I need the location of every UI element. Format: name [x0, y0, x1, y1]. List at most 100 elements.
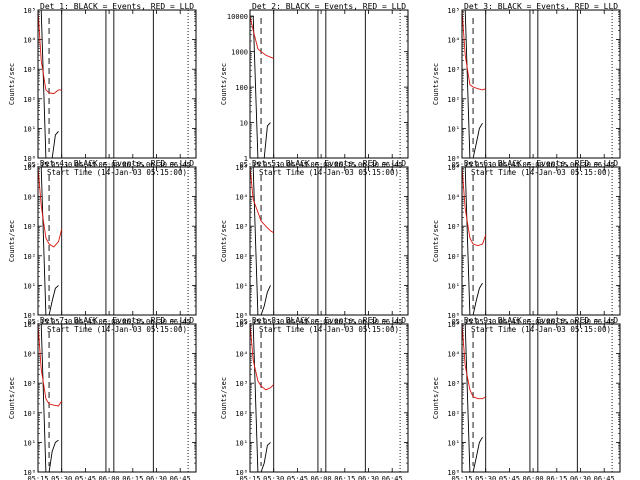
x-tick-label: 06:30	[146, 475, 167, 480]
plot-frame	[461, 166, 621, 316]
y-tick-label: 10⁰	[235, 312, 248, 320]
x-tick-label: 05:45	[75, 318, 96, 326]
y-axis-label: Counts/sec	[8, 377, 16, 419]
y-axis-label: Counts/sec	[8, 63, 16, 105]
y-axis-label: Counts/sec	[220, 220, 228, 262]
lld-series-line	[37, 9, 62, 95]
x-tick-label: 05:45	[75, 475, 96, 480]
y-tick-label: 10²	[447, 96, 460, 104]
plot-frame	[37, 166, 197, 316]
y-tick-label: 10²	[447, 253, 460, 261]
lld-series-line	[249, 323, 275, 391]
x-tick-label: 06:30	[358, 318, 379, 326]
x-tick-label: 06:45	[594, 161, 615, 169]
x-tick-label: 05:30	[263, 475, 284, 480]
y-tick-label: 1000	[231, 49, 248, 57]
y-axis-label: Counts/sec	[432, 377, 440, 419]
x-tick-label: 06:00	[99, 318, 120, 326]
x-tick-label: 05:15	[27, 161, 48, 169]
chart-panel: Det 7: BLACK = Events, RED = LLD Counts/s…	[8, 316, 197, 480]
y-tick-label: 10⁵	[235, 164, 248, 172]
x-tick-label: 06:00	[523, 161, 544, 169]
y-tick-label: 10⁵	[23, 321, 36, 329]
x-axis-label: Start Time (14-Jan-03 05:15:00)	[259, 325, 399, 334]
x-tick-label: 06:00	[523, 318, 544, 326]
y-tick-label: 10³	[235, 380, 248, 388]
events-series-line	[250, 323, 271, 473]
x-tick-label: 05:30	[263, 161, 284, 169]
x-tick-label: 05:45	[499, 318, 520, 326]
y-tick-label: 10⁰	[447, 312, 460, 320]
chart-title: Det 1: BLACK = Events, RED = LLD	[40, 2, 194, 11]
events-series-line	[462, 166, 483, 316]
plot-frame	[37, 323, 197, 473]
y-tick-label: 10⁵	[447, 164, 460, 172]
plot-frame	[37, 9, 197, 159]
x-tick-label: 06:45	[170, 161, 191, 169]
y-tick-label: 10⁴	[447, 194, 460, 202]
x-tick-label: 06:15	[546, 475, 567, 480]
chart-panel: Det 1: BLACK = Events, RED = LLD Counts/s…	[8, 2, 197, 177]
y-tick-label: 10¹	[447, 282, 460, 290]
y-axis-label: Counts/sec	[432, 220, 440, 262]
x-tick-label: 06:15	[334, 161, 355, 169]
x-tick-label: 06:30	[570, 475, 591, 480]
y-tick-label: 10⁵	[23, 7, 36, 15]
y-tick-label: 10¹	[235, 282, 248, 290]
x-tick-label: 05:15	[451, 318, 472, 326]
chart-title: Det 6: BLACK = Events, RED = LLD	[464, 159, 618, 168]
chart-panel: Det 2: BLACK = Events, RED = LLD Counts/s…	[220, 2, 409, 177]
x-tick-label: 06:45	[170, 475, 191, 480]
lld-series-line	[37, 166, 63, 248]
x-tick-label: 06:15	[122, 318, 143, 326]
y-tick-label: 10⁴	[235, 194, 248, 202]
events-series-line	[462, 323, 483, 473]
x-tick-label: 05:15	[27, 475, 48, 480]
y-tick-label: 10¹	[23, 282, 36, 290]
plot-frame	[249, 9, 409, 159]
x-tick-label: 06:45	[382, 318, 403, 326]
chart-title: Det 2: BLACK = Events, RED = LLD	[252, 2, 406, 11]
x-tick-label: 05:30	[475, 318, 496, 326]
lld-series-line	[461, 9, 486, 91]
lld-series-line	[461, 323, 486, 400]
y-axis-label: Counts/sec	[220, 377, 228, 419]
chart-panel: Det 6: BLACK = Events, RED = LLD Counts/s…	[432, 159, 621, 334]
x-tick-label: 06:15	[122, 161, 143, 169]
y-tick-label: 10²	[235, 410, 248, 418]
x-tick-label: 06:30	[358, 161, 379, 169]
x-tick-label: 06:45	[382, 475, 403, 480]
y-axis-label: Counts/sec	[220, 63, 228, 105]
x-tick-label: 05:30	[51, 161, 72, 169]
x-axis-label: Start Time (14-Jan-03 05:15:00)	[47, 168, 187, 177]
events-series-line	[250, 166, 271, 316]
y-tick-label: 10³	[23, 223, 36, 231]
chart-panel: Det 3: BLACK = Events, RED = LLD Counts/s…	[432, 2, 621, 177]
y-tick-label: 10⁰	[23, 312, 36, 320]
x-tick-label: 06:30	[146, 318, 167, 326]
x-tick-label: 06:15	[334, 475, 355, 480]
x-tick-label: 06:15	[546, 318, 567, 326]
events-series-line	[38, 323, 59, 473]
x-tick-label: 05:30	[475, 161, 496, 169]
x-tick-label: 05:30	[51, 318, 72, 326]
x-tick-label: 05:15	[239, 161, 260, 169]
x-tick-label: 06:45	[382, 161, 403, 169]
y-tick-label: 10¹	[23, 439, 36, 447]
y-tick-label: 10	[240, 120, 248, 128]
y-tick-label: 10⁴	[447, 37, 460, 45]
x-tick-label: 06:00	[311, 161, 332, 169]
chart-title: Det 3: BLACK = Events, RED = LLD	[464, 2, 618, 11]
lld-series-line	[249, 166, 274, 234]
y-tick-label: 10⁰	[23, 469, 36, 477]
x-tick-label: 05:45	[499, 475, 520, 480]
y-axis-label: Counts/sec	[8, 220, 16, 262]
x-tick-label: 06:30	[570, 318, 591, 326]
y-tick-label: 10³	[23, 380, 36, 388]
x-tick-label: 05:30	[263, 318, 284, 326]
y-tick-label: 10⁵	[447, 321, 460, 329]
x-axis-label: Start Time (14-Jan-03 05:15:00)	[471, 325, 611, 334]
y-tick-label: 10000	[227, 13, 248, 21]
x-tick-label: 06:45	[594, 318, 615, 326]
